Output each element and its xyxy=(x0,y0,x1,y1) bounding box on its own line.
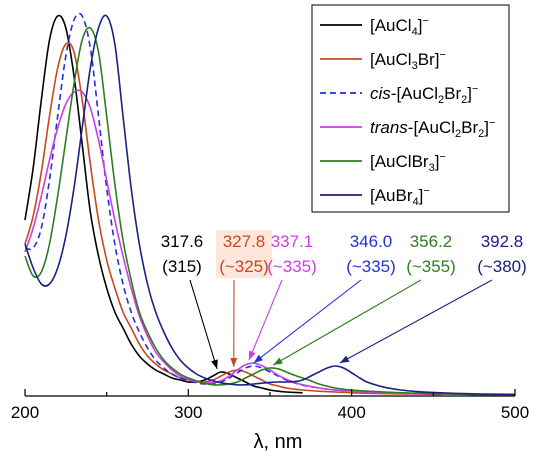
x-tick-label: 400 xyxy=(337,403,365,422)
peak-annotation: 317.6 (315) xyxy=(161,232,218,370)
annotation-arrow-line xyxy=(272,279,422,366)
peak-wavelength-label: 317.6 xyxy=(161,232,204,251)
annotation-arrow-head xyxy=(248,350,256,361)
peak-assignment-label: (~335) xyxy=(267,257,317,276)
peak-wavelength-label: 346.0 xyxy=(350,232,393,251)
annotation-arrow-line xyxy=(339,279,493,364)
legend-frame xyxy=(311,4,510,213)
legend-entry: [AuCl4]− xyxy=(320,15,429,38)
legend-entry: trans-[AuCl2Br2]− xyxy=(320,117,495,140)
peak-annotation: 346.0 (~335) xyxy=(253,232,396,364)
peak-assignment-label: (~325) xyxy=(219,257,269,276)
x-axis: 200 300 400 500 λ, nm xyxy=(11,389,529,453)
peak-annotation: 356.2 (~355) xyxy=(272,232,456,366)
x-axis-label: λ, nm xyxy=(254,431,303,453)
annotation-arrow-head xyxy=(230,357,238,367)
x-tick-label: 200 xyxy=(11,403,39,422)
annotation-arrow-line xyxy=(248,279,283,361)
legend-label: [AuCl3Br]− xyxy=(370,49,446,72)
legend-label: [AuClBr3]− xyxy=(370,151,446,174)
peak-annotations: 317.6 (315) 327.8 (~325)337.1 (~335) 346.0 (~3… xyxy=(161,230,527,370)
legend-label: cis-[AuCl2Br2]− xyxy=(370,83,478,106)
peak-wavelength-label: 337.1 xyxy=(271,232,314,251)
peak-assignment-label: (~335) xyxy=(346,257,396,276)
annotation-arrow-line xyxy=(253,279,362,364)
annotation-arrow-head xyxy=(273,357,283,365)
legend-entry: cis-[AuCl2Br2]− xyxy=(320,83,478,106)
peak-wavelength-label: 392.8 xyxy=(481,232,524,251)
peak-annotation: 392.8 (~380) xyxy=(339,232,527,364)
legend-label: [AuCl4]− xyxy=(370,15,429,38)
annotation-highlight-box xyxy=(216,230,272,278)
peak-wavelength-label: 327.8 xyxy=(223,232,266,251)
legend-entry: [AuClBr3]− xyxy=(320,151,446,174)
peak-wavelength-label: 356.2 xyxy=(410,232,453,251)
series-line-AuBr4 xyxy=(24,14,516,396)
annotation-arrow-head xyxy=(253,354,263,363)
series-line-AuClBr3 xyxy=(24,26,516,396)
legend-entry: [AuCl3Br]− xyxy=(320,49,446,72)
peak-annotation: 327.8 (~325) xyxy=(216,230,272,368)
spectra-curves xyxy=(24,12,516,396)
annotation-arrow-head xyxy=(211,359,218,369)
x-tick-label: 500 xyxy=(501,403,529,422)
series-line-AuCl4 xyxy=(24,14,303,394)
peak-assignment-label: (~355) xyxy=(406,257,456,276)
peak-assignment-label: (~380) xyxy=(477,257,527,276)
annotation-arrow-line xyxy=(189,279,218,370)
legend-label: [AuBr4]− xyxy=(370,185,430,208)
x-tick-label: 300 xyxy=(174,403,202,422)
annotation-arrow-head xyxy=(339,355,350,363)
legend-entry: [AuBr4]− xyxy=(320,185,430,208)
legend: [AuCl4]− [AuCl3Br]− cis-[AuCl2Br2]− trans-[… xyxy=(311,4,510,213)
peak-annotation: 337.1 (~335) xyxy=(248,232,317,361)
legend-label: trans-[AuCl2Br2]− xyxy=(370,117,495,140)
peak-assignment-label: (315) xyxy=(162,257,202,276)
series-line-cisAuCl2Br2 xyxy=(24,12,516,396)
